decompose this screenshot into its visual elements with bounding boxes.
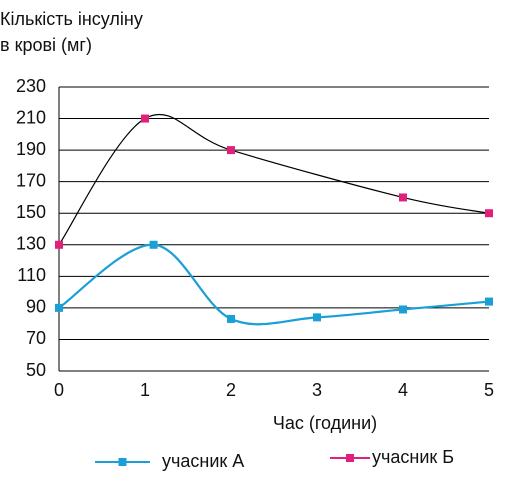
y-tick-label: 210: [16, 107, 46, 127]
y-axis-label: в крові (мг): [0, 35, 92, 55]
point: [149, 240, 158, 249]
x-tick-label: 5: [484, 380, 494, 400]
y-tick-label: 190: [16, 139, 46, 159]
legend-marker: [118, 458, 127, 466]
point: [227, 314, 235, 323]
point: [313, 313, 321, 322]
y-tick-label: 110: [17, 265, 46, 285]
x-tick-label: 1: [140, 380, 150, 400]
legend-label: учасник Б: [372, 447, 454, 467]
y-tick-label: 170: [16, 170, 46, 190]
y-tick-label: 230: [16, 76, 46, 96]
x-axis-label: Час (години): [273, 413, 377, 433]
y-tick-label: 130: [16, 234, 46, 254]
point: [227, 146, 235, 155]
point: [141, 114, 149, 123]
y-tick-label: 150: [16, 202, 46, 222]
legend-label: учасник А: [162, 451, 244, 471]
series-line: [58, 113, 490, 246]
point: [485, 209, 493, 218]
point: [55, 303, 63, 312]
y-axis-label: Кількість інсуліну: [0, 9, 143, 29]
point: [399, 193, 407, 202]
x-tick-label: 3: [312, 380, 322, 400]
y-tick-label: 50: [26, 360, 46, 380]
point: [399, 305, 407, 314]
series-line: [58, 243, 490, 326]
point: [485, 297, 493, 306]
x-tick-label: 4: [398, 380, 408, 400]
legend-marker: [346, 454, 354, 462]
y-tick-label: 90: [26, 297, 46, 317]
y-tick-label: 70: [26, 328, 46, 348]
x-tick-label: 0: [54, 380, 64, 400]
x-tick-label: 2: [226, 380, 236, 400]
point: [55, 240, 63, 249]
